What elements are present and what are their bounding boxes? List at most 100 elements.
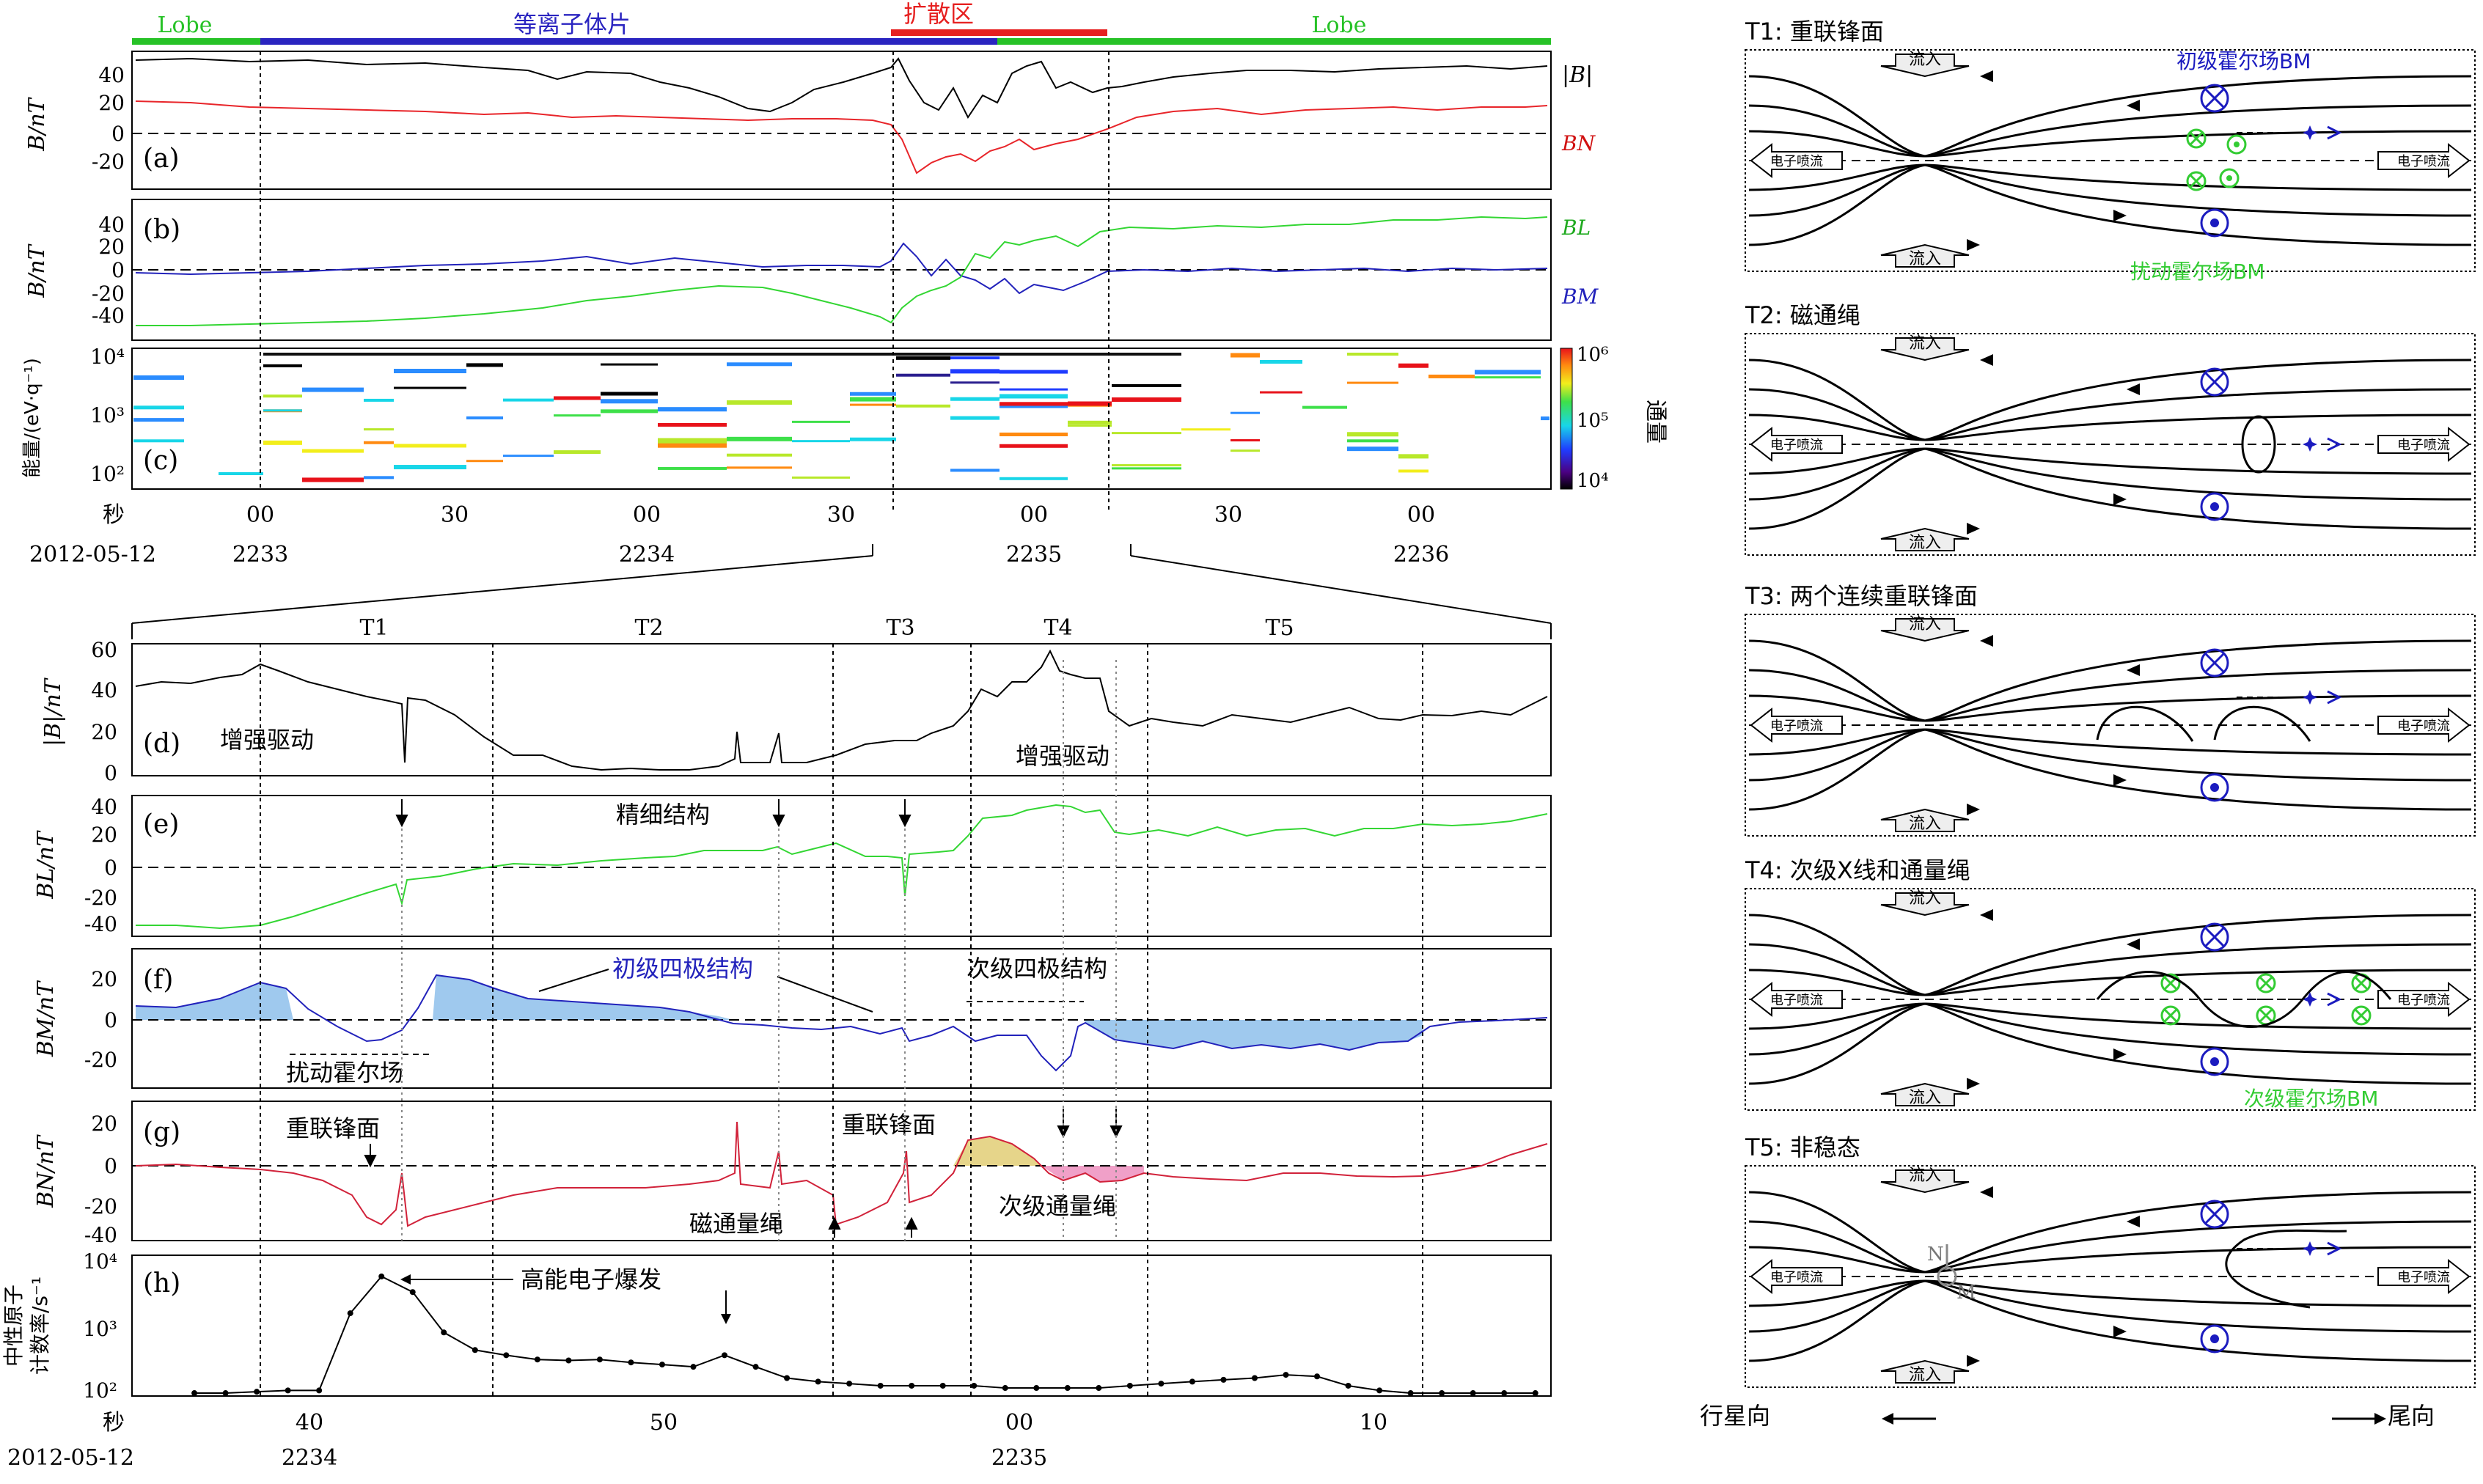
jet-label: 电子喷流: [2397, 154, 2450, 169]
panel-c: 能量/(eV·q⁻¹) (c) 10⁴ 10³ 10² 10⁶ 10⁵ 10⁴: [21, 344, 1668, 492]
spectrogram-cell: [727, 466, 792, 469]
reconnection-front-curve: [2096, 705, 2194, 742]
panel-f-ylabel: BM/nT: [33, 980, 59, 1057]
panel-h-annot: 高能电子爆发: [521, 1266, 661, 1293]
panel-e-annot: 精细结构: [616, 801, 710, 829]
spectrogram-cell: [554, 450, 601, 455]
sub-event-lines: [401, 660, 1117, 1241]
spectrogram-cell: [1112, 353, 1181, 356]
field-arrowhead: [2113, 774, 2127, 786]
bottom-sec-tick: 10: [1360, 1410, 1387, 1436]
panel-e-bl-trace: [136, 804, 1548, 930]
spectrogram-cell: [1112, 467, 1181, 470]
spectrogram-cell: [658, 466, 727, 470]
panel-h-count-point: [1345, 1382, 1351, 1389]
spectrogram-cell: [554, 414, 601, 417]
spectrogram-cell: [850, 392, 896, 396]
spectrogram-cell: [133, 375, 184, 381]
schematic-title: T5: 非稳态: [1745, 1134, 1860, 1161]
hall-into-page-icon: [2200, 922, 2229, 952]
top-sec-tick: 30: [1214, 502, 1242, 528]
panel-e-ytick: 40: [91, 795, 117, 819]
lobe-bar-right: [997, 38, 1551, 45]
field-arrowhead: [1980, 635, 1993, 647]
electron-icon: [2303, 690, 2317, 705]
m-axis-label: M: [1956, 1282, 1976, 1304]
field-line: [1748, 694, 2472, 722]
panel-e-arrows: [395, 799, 912, 828]
panel-f-yticks: 20 0 -20: [84, 967, 117, 1072]
panel-h-yticks: 10⁴ 10³ 10²: [83, 1249, 117, 1403]
panel-h-count-point: [1189, 1378, 1195, 1385]
hall-circle: [2351, 1005, 2372, 1026]
panel-h-frame: [131, 1255, 1552, 1397]
jet-arrow-shape: [1750, 426, 1843, 463]
inflow-arrow: 流入: [1880, 808, 1970, 833]
jet-left: 电子喷流: [1750, 707, 1843, 743]
panel-h-tag: (h): [143, 1268, 180, 1298]
field-arrowhead: [2127, 1216, 2140, 1227]
jet-right: 电子喷流: [2377, 426, 2471, 463]
flux-rope-loop: [2241, 415, 2276, 474]
panel-e-ylabel: BL/nT: [33, 830, 59, 899]
secondary-hall-in-icon: [2160, 1005, 2181, 1026]
panel-h-count-point: [628, 1359, 634, 1366]
hall-cross: [2354, 976, 2369, 991]
spectrogram-cell: [1068, 401, 1112, 406]
hall-circle: [2200, 84, 2229, 113]
spectrogram-cell: [1000, 402, 1068, 407]
spectrogram-cell: [950, 416, 1000, 420]
panel-d-ytick: 0: [104, 761, 117, 785]
panel-f-ytick: 20: [91, 967, 117, 991]
spectrogram-cell: [601, 363, 658, 366]
panel-a-legend-bn: BN: [1561, 131, 1596, 155]
field-line: [1748, 104, 2472, 158]
hall-circle: [2200, 1200, 2229, 1229]
inflow-arrow-shape: [1880, 527, 1970, 551]
top-sec-tick: 00: [633, 502, 661, 528]
spectrogram-cell: [601, 392, 658, 396]
spectrogram-cell: [1112, 383, 1181, 387]
spectrogram-cell: [219, 472, 263, 476]
spectrogram-cell: [658, 422, 727, 427]
primary-hall-label: 初级霍尔场BM: [2176, 49, 2311, 73]
panel-h-count-point: [722, 1352, 728, 1359]
panel-c-yticks: 10⁴ 10³ 10²: [90, 345, 125, 486]
spectrogram-cell: [394, 369, 466, 374]
secondary-hall-label: 次级霍尔场BM: [2244, 1087, 2378, 1111]
spectrogram-cell: [1231, 411, 1260, 414]
panel-f-primary-pointer2: [777, 976, 873, 1013]
panel-h-count-point: [596, 1356, 603, 1363]
hall-into-page-icon: [2200, 1200, 2229, 1229]
field-line: [1748, 359, 2472, 441]
panel-d-ytick: 40: [91, 678, 117, 702]
hall-cross: [2204, 653, 2225, 673]
panel-b-tag: (b): [143, 215, 180, 245]
panel-b-ytick: 0: [111, 258, 125, 282]
panel-f-frame: [131, 948, 1552, 1089]
field-line: [1748, 969, 2472, 996]
panel-h-count-point: [1158, 1381, 1165, 1387]
hall-dot: [2210, 1057, 2219, 1066]
panel-a-ytick: 0: [111, 122, 125, 146]
panel-e-yticks: 40 20 0 -20 -40: [84, 795, 117, 936]
panel-e-ytick: -40: [84, 912, 117, 936]
jet-label: 电子喷流: [2397, 993, 2450, 1008]
top-sec-tick: 00: [1020, 502, 1048, 528]
panel-b-legend-bl: BL: [1561, 216, 1591, 240]
unsteady-field-curve: [2225, 1229, 2347, 1309]
inflow-arrow: 流入: [1880, 243, 1970, 268]
panel-h-count-point: [752, 1364, 759, 1370]
hall-circle: [2186, 128, 2207, 149]
panel-b-legend-bm: BM: [1561, 284, 1599, 309]
n-axis-label: N: [1927, 1244, 1944, 1266]
spectrogram-cell: [133, 405, 184, 410]
panel-h-count-point: [1532, 1390, 1538, 1397]
spectrogram-cell: [727, 362, 792, 367]
top-minute-tick: 2234: [619, 542, 675, 567]
spectrogram-cell: [364, 441, 394, 444]
diffusion-label: 扩散区: [903, 0, 974, 28]
panel-h-count-point: [378, 1273, 385, 1279]
panel-h-count-point: [1314, 1373, 1321, 1380]
